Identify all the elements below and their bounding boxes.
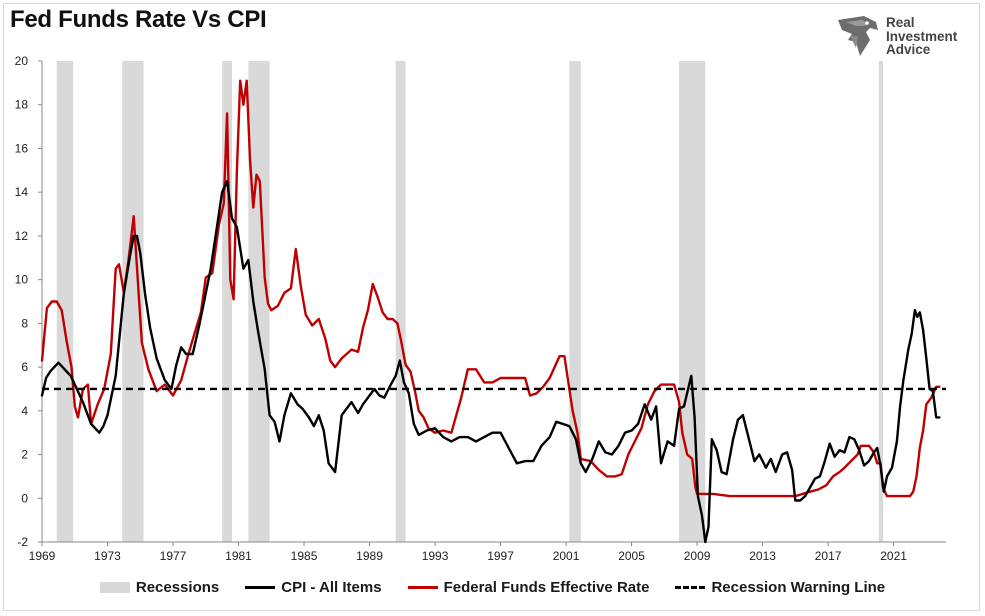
x-tick-label: 1973 — [94, 549, 121, 563]
y-tick-label: -2 — [17, 535, 28, 549]
legend-label: CPI - All Items — [281, 578, 382, 596]
y-tick-label: 8 — [21, 316, 28, 330]
y-tick-label: 12 — [15, 229, 29, 243]
x-tick-label: 2017 — [815, 549, 842, 563]
x-tick-label: 2001 — [553, 549, 580, 563]
logo-text: Real Investment Advice — [886, 16, 957, 57]
logo: Real Investment Advice — [836, 14, 971, 60]
x-tick-label: 2005 — [618, 549, 645, 563]
logo-line: Investment — [886, 28, 958, 44]
y-tick-label: 18 — [15, 98, 29, 112]
recession-band — [395, 61, 406, 542]
chart-frame — [3, 3, 980, 611]
legend-item-cpi: CPI - All Items — [245, 578, 382, 596]
x-tick-label: 1993 — [422, 549, 449, 563]
recession-band — [878, 61, 883, 542]
recession-swatch — [99, 581, 130, 593]
ffr-series-line — [40, 79, 941, 498]
y-tick-label: 16 — [15, 141, 29, 155]
y-tick-label: 0 — [21, 491, 28, 505]
cpi-series-line — [40, 180, 941, 544]
legend-item-warning: Recession Warning Line — [675, 579, 885, 596]
x-tick-label: 2009 — [684, 549, 711, 563]
x-tick-label: 1985 — [291, 549, 318, 563]
recession-band — [248, 61, 270, 542]
chart-title: Fed Funds Rate Vs CPI — [10, 6, 267, 33]
recession-band — [222, 61, 232, 542]
warning-swatch — [675, 585, 706, 589]
legend: Recessions CPI - All Items Federal Funds… — [0, 576, 985, 598]
logo-line: Advice — [886, 42, 931, 57]
cpi-swatch — [245, 585, 276, 589]
x-tick-label: 1969 — [29, 549, 56, 563]
y-tick-label: 6 — [21, 360, 28, 374]
legend-label: Recession Warning Line — [711, 578, 886, 596]
x-tick-label: 1997 — [487, 549, 514, 563]
recession-band — [122, 61, 144, 542]
y-tick-label: 20 — [15, 54, 29, 68]
logo-line: Real — [886, 15, 915, 30]
recession-band — [569, 61, 581, 542]
recession-band — [679, 61, 706, 542]
x-tick-label: 2021 — [880, 549, 907, 563]
ffr-swatch — [407, 585, 438, 589]
legend-item-ffr: Federal Funds Effective Rate — [407, 578, 650, 596]
x-tick-label: 2013 — [749, 549, 776, 563]
y-tick-label: 2 — [21, 448, 28, 462]
x-tick-label: 1977 — [160, 549, 187, 563]
y-tick-label: 14 — [15, 185, 29, 199]
legend-label: Recessions — [135, 578, 220, 596]
eagle-head-icon — [838, 16, 878, 56]
x-tick-label: 1989 — [356, 549, 383, 563]
x-tick-label: 1981 — [225, 549, 252, 563]
legend-label: Federal Funds Effective Rate — [443, 578, 650, 596]
recession-band — [56, 61, 74, 542]
y-tick-label: 4 — [21, 404, 28, 418]
y-tick-label: 10 — [15, 273, 29, 287]
legend-item-recessions: Recessions — [99, 578, 220, 596]
